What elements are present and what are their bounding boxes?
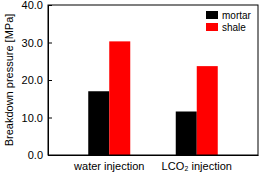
y-tick-label: 40.0 xyxy=(22,0,43,11)
legend-item: shale xyxy=(206,22,246,33)
y-tick: 0.0 xyxy=(28,149,52,161)
x-axis-line xyxy=(49,155,259,156)
bar xyxy=(88,91,109,155)
legend-swatch xyxy=(206,11,218,19)
chart: 0.0 10.0 20.0 30.0 40.0 water injection LCO₂ i… xyxy=(0,0,265,186)
legend-item: mortar xyxy=(206,10,252,21)
y-axis-title: Breakdown pressure [MPa] xyxy=(3,14,15,147)
y-tick-mark xyxy=(48,80,52,81)
x-tick-label: water injection xyxy=(73,160,144,172)
x-tick: water injection xyxy=(73,155,144,172)
plot-frame xyxy=(48,5,258,155)
plot: 0.0 10.0 20.0 30.0 40.0 water injection LCO₂ i… xyxy=(22,0,259,172)
y-tick-label: 10.0 xyxy=(22,112,43,124)
y-tick: 40.0 xyxy=(22,0,52,11)
bar xyxy=(197,66,218,155)
x-axis: water injection LCO₂ injection xyxy=(49,155,259,172)
y-tick: 10.0 xyxy=(22,112,52,124)
y-tick-mark xyxy=(48,118,52,119)
bar xyxy=(176,112,197,156)
y-tick-label: 20.0 xyxy=(22,74,43,86)
x-tick-label: LCO₂ injection xyxy=(162,160,232,172)
bars xyxy=(88,41,218,155)
bar xyxy=(109,41,130,155)
y-tick-label: 0.0 xyxy=(28,149,43,161)
y-tick: 20.0 xyxy=(22,74,52,86)
legend: mortarshale xyxy=(206,10,252,33)
y-tick-mark xyxy=(48,43,52,44)
legend-label: mortar xyxy=(222,10,252,21)
y-axis: 0.0 10.0 20.0 30.0 40.0 xyxy=(22,0,52,161)
y-tick-label: 30.0 xyxy=(22,37,43,49)
legend-swatch xyxy=(206,23,218,31)
y-tick: 30.0 xyxy=(22,37,52,49)
legend-label: shale xyxy=(222,22,246,33)
x-tick: LCO₂ injection xyxy=(162,155,232,172)
y-tick-mark xyxy=(48,5,52,6)
